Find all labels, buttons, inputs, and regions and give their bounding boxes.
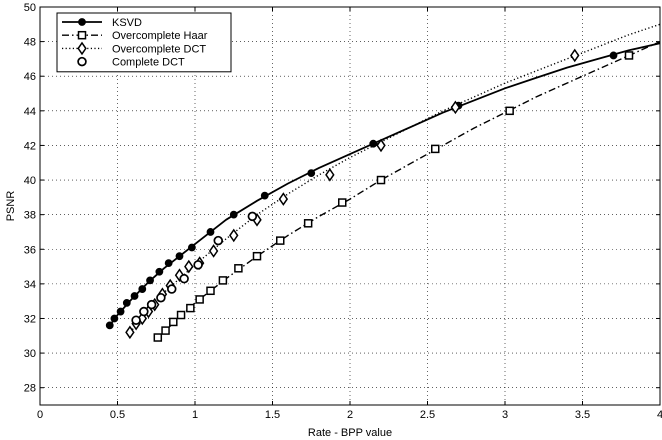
series-complete-dct [131, 211, 258, 325]
legend-item-overcomplete-dct: Overcomplete DCT [62, 41, 206, 56]
legend-label-ksvd: KSVD [112, 17, 142, 29]
series-ksvd [105, 42, 661, 330]
data-point-complete-dct [179, 273, 189, 284]
data-point-ksvd [164, 259, 173, 268]
data-point-overcomplete-dct [137, 311, 148, 326]
legend-marker-overcomplete-haar [77, 30, 87, 40]
data-point-ksvd [369, 139, 378, 148]
data-point-overcomplete-dct [325, 168, 335, 182]
data-point-overcomplete-haar [276, 236, 285, 245]
data-point-overcomplete-haar [218, 276, 228, 285]
data-point-overcomplete-dct [184, 259, 194, 274]
series-line-ksvd [109, 42, 661, 326]
legend-label-overcomplete-haar: Overcomplete Haar [112, 30, 208, 42]
axis-ticks: 0 0.5 1 1.5 2 2.5 3 3.5 4 28 30 32 34 36 38 40 42 44 46 48 5… [24, 2, 662, 421]
data-point-ksvd [138, 285, 147, 293]
x-tick-label: 0 [37, 409, 43, 421]
legend-marker-ksvd [78, 18, 86, 26]
legend-label-complete-dct: Complete DCT [112, 57, 185, 69]
data-point-ksvd [175, 252, 184, 261]
x-tick-label: 4 [657, 409, 662, 421]
grid-lines [40, 7, 660, 405]
data-point-complete-dct [139, 306, 149, 317]
data-point-overcomplete-dct [208, 244, 219, 258]
data-point-overcomplete-haar [153, 333, 163, 342]
data-point-ksvd [122, 299, 131, 307]
data-point-ksvd [260, 191, 269, 200]
x-tick-label: 2.5 [420, 409, 435, 421]
y-tick-label: 42 [24, 140, 36, 152]
legend-item-ksvd: KSVD [62, 17, 142, 29]
y-tick-label: 40 [24, 175, 36, 187]
y-axis-label: PSNR [5, 191, 17, 222]
data-point-overcomplete-haar [161, 326, 170, 335]
y-tick-label: 36 [24, 244, 36, 256]
y-tick-label: 30 [24, 348, 36, 360]
data-point-overcomplete-haar [176, 310, 186, 320]
y-tick-label: 32 [24, 313, 36, 325]
series-overcomplete-dct [125, 23, 661, 340]
x-tick-label: 3.5 [575, 409, 590, 421]
y-tick-label: 44 [24, 106, 36, 118]
x-tick-label: 2 [347, 409, 353, 421]
data-point-ksvd [609, 51, 618, 60]
legend-item-overcomplete-haar: Overcomplete Haar [62, 30, 208, 42]
data-point-complete-dct [213, 235, 224, 246]
y-tick-label: 34 [24, 279, 36, 291]
series-layer [105, 23, 661, 342]
data-point-complete-dct [131, 315, 141, 325]
data-point-ksvd [105, 321, 114, 330]
data-point-overcomplete-haar [252, 251, 262, 261]
legend-marker-overcomplete-dct [77, 41, 87, 56]
legend-item-complete-dct: Complete DCT [77, 56, 185, 69]
data-point-overcomplete-haar [195, 295, 204, 304]
y-tick-label: 28 [24, 383, 36, 395]
data-point-overcomplete-dct [450, 100, 461, 115]
data-point-complete-dct [156, 292, 166, 303]
data-point-overcomplete-dct [570, 48, 580, 63]
data-point-overcomplete-dct [376, 138, 386, 153]
data-point-ksvd [229, 210, 238, 219]
data-point-overcomplete-haar [376, 175, 386, 185]
y-tick-label: 50 [24, 2, 36, 14]
data-point-ksvd [130, 292, 139, 300]
data-point-ksvd [206, 228, 215, 236]
data-point-overcomplete-haar [624, 51, 634, 60]
y-tick-label: 48 [24, 37, 36, 49]
data-point-overcomplete-haar [303, 219, 313, 228]
data-point-overcomplete-haar [234, 264, 243, 273]
data-point-complete-dct [193, 260, 203, 270]
data-point-ksvd [116, 307, 125, 316]
data-point-overcomplete-dct [229, 228, 239, 243]
data-point-overcomplete-dct [278, 192, 289, 206]
data-point-overcomplete-haar [431, 144, 440, 154]
data-point-ksvd [155, 267, 164, 276]
data-point-overcomplete-dct [125, 325, 135, 340]
data-point-overcomplete-haar [206, 286, 215, 296]
data-point-ksvd [188, 243, 196, 252]
data-point-overcomplete-haar [505, 106, 514, 116]
data-point-ksvd [307, 169, 316, 178]
legend-label-overcomplete-dct: Overcomplete DCT [112, 43, 206, 55]
data-point-ksvd [110, 314, 119, 323]
series-overcomplete-haar [153, 40, 661, 342]
x-tick-label: 1 [192, 409, 198, 421]
data-point-complete-dct [146, 299, 157, 310]
x-tick-label: 0.5 [110, 409, 125, 421]
data-point-ksvd [146, 276, 154, 285]
x-axis-label: Rate - BPP value [308, 427, 392, 439]
x-tick-label: 1.5 [265, 409, 280, 421]
data-point-complete-dct [247, 211, 258, 222]
data-point-overcomplete-haar [338, 198, 347, 207]
data-point-overcomplete-haar [186, 303, 195, 313]
y-tick-label: 38 [24, 210, 36, 222]
legend-marker-complete-dct [77, 56, 87, 67]
data-point-overcomplete-haar [169, 317, 178, 327]
y-tick-label: 46 [24, 71, 36, 83]
x-tick-label: 3 [502, 409, 508, 421]
data-point-complete-dct [167, 284, 177, 294]
